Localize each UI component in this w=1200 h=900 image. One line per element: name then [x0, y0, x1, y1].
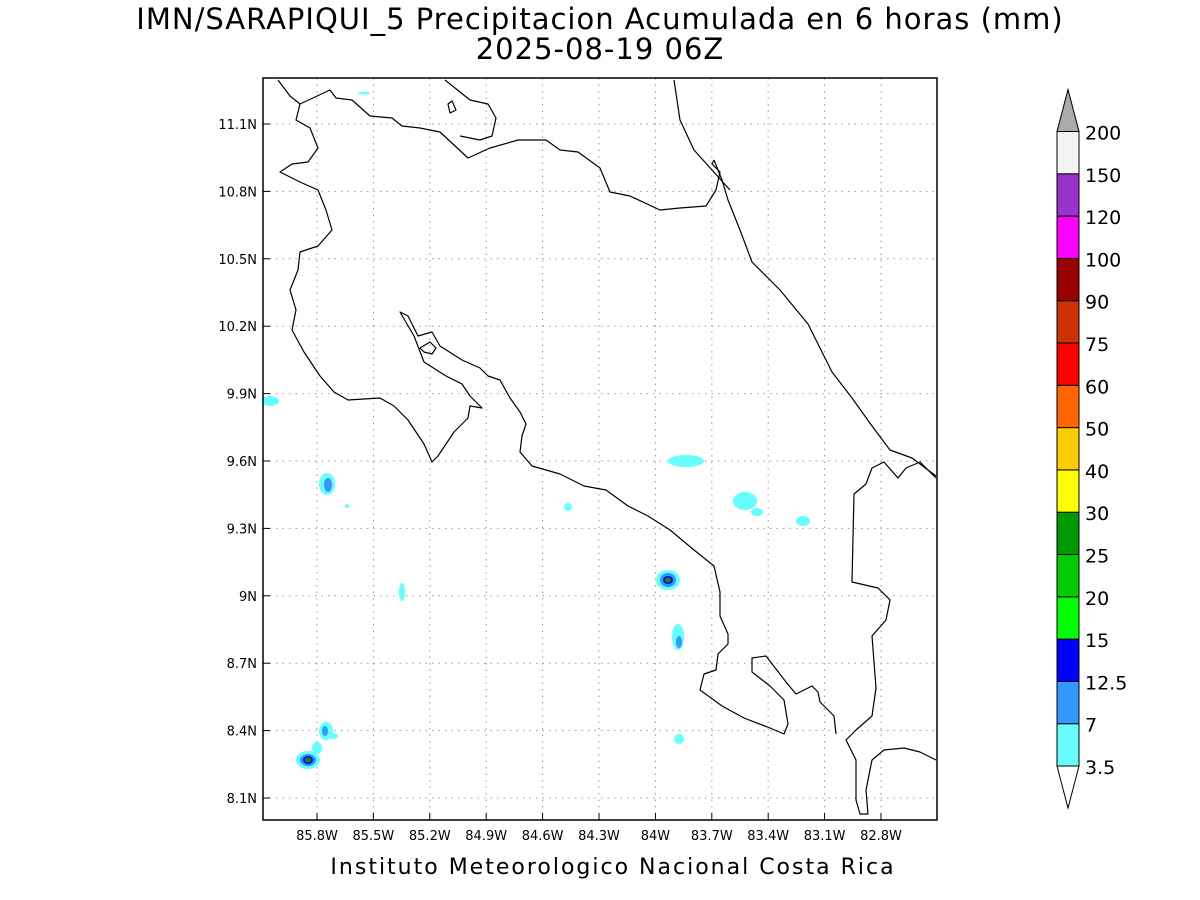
- colorbar-level-label: 200: [1085, 123, 1121, 145]
- lat-tick-label: 9N: [239, 590, 257, 605]
- coastline-borders: [277, 79, 937, 815]
- colorbar-swatch: [1056, 173, 1080, 217]
- colorbar-swatch: [1056, 257, 1080, 302]
- lon-tick-label: 83.1W: [804, 829, 846, 844]
- precip-area: [328, 733, 338, 739]
- lat-tick-label: 10.8N: [218, 185, 257, 200]
- colorbar-swatch: [1056, 554, 1080, 598]
- precip-area: [345, 504, 349, 508]
- precip-area: [358, 91, 370, 95]
- lon-tick-label: 83.7W: [691, 829, 733, 844]
- colorbar-swatch: [1056, 638, 1080, 682]
- pacific-coast: [279, 103, 837, 735]
- lon-tick-label: 83.4W: [747, 829, 789, 844]
- colorbar-swatch: [1056, 596, 1080, 640]
- precip-area: [796, 516, 810, 526]
- colorbar-swatch: [1056, 469, 1080, 513]
- lon-tick-label: 85.5W: [352, 829, 394, 844]
- colorbar-swatch: [1056, 342, 1080, 386]
- colorbar-level-label: 150: [1085, 165, 1121, 187]
- colorbar-level-label: 40: [1085, 461, 1109, 483]
- lat-tick-label: 8.1N: [227, 792, 257, 807]
- colorbar-level-label: 25: [1085, 546, 1109, 568]
- lat-tick-label: 9.6N: [227, 455, 257, 470]
- colorbar-level-label: 50: [1085, 419, 1109, 441]
- colorbar-level-label: 30: [1085, 503, 1109, 525]
- lake-nicaragua-shore: [444, 79, 497, 141]
- colorbar-upper-arrow: [1056, 87, 1080, 132]
- panama-border: [845, 461, 937, 815]
- precip-area: [674, 734, 684, 744]
- map-frame: [262, 77, 938, 821]
- lon-tick-label: 84.3W: [578, 829, 620, 844]
- chart-subtitle-date: 2025-08-19 06Z: [475, 32, 725, 66]
- lat-tick-label: 8.7N: [227, 657, 257, 672]
- precip-area: [399, 583, 405, 601]
- lake-island: [447, 100, 457, 114]
- colorbar-swatch: [1056, 300, 1080, 344]
- colorbar-swatch: [1056, 511, 1080, 556]
- colorbar-legend: 3.5 7 12.5 15 20 25 30 40 50 60 75 90 100 120 150 200: [1056, 87, 1127, 810]
- colorbar-swatch: [1056, 723, 1080, 767]
- map-axes: 11.1N 10.8N 10.5N 10.2N 9.9N 9.6N 9.3N 9N 8.7N 8.…: [218, 118, 902, 844]
- precip-area: [312, 742, 322, 754]
- chart-title: IMN/SARAPIQUI_5 Precipitacion Acumulada …: [136, 2, 1064, 36]
- colorbar-swatch: [1056, 384, 1080, 429]
- gulf-island: [419, 341, 437, 355]
- colorbar-swatch: [1056, 680, 1080, 725]
- colorbar-level-label: 15: [1085, 630, 1109, 652]
- lon-tick-label: 84.6W: [522, 829, 564, 844]
- colorbar-level-label: 60: [1085, 376, 1109, 398]
- precip-area: [564, 503, 572, 511]
- colorbar-level-label: 120: [1085, 207, 1121, 229]
- lat-tick-label: 9.3N: [227, 522, 257, 537]
- colorbar-lower-arrow: [1056, 765, 1080, 810]
- precip-area: [733, 492, 757, 510]
- colorbar-level-label: 75: [1085, 334, 1109, 356]
- lat-tick-label: 10.5N: [218, 253, 257, 268]
- colorbar-level-label: 12.5: [1085, 672, 1127, 694]
- lon-tick-label: 84W: [641, 829, 671, 844]
- colorbar-swatch: [1056, 131, 1080, 175]
- precip-area: [305, 757, 311, 763]
- precip-area: [751, 508, 763, 516]
- lon-tick-label: 85.8W: [296, 829, 338, 844]
- precip-area: [324, 478, 332, 492]
- precipitation-areas: [263, 91, 810, 769]
- lon-tick-label: 84.9W: [465, 829, 507, 844]
- lon-tick-label: 85.2W: [409, 829, 451, 844]
- colorbar-level-label: 20: [1085, 588, 1109, 610]
- precip-area: [668, 455, 704, 467]
- nicaragua-border-line: [277, 79, 721, 211]
- precip-area: [322, 726, 328, 736]
- lon-tick-label: 82.8W: [860, 829, 902, 844]
- colorbar-level-label: 90: [1085, 292, 1109, 314]
- precip-area: [665, 577, 671, 583]
- footer-credit: Instituto Meteorologico Nacional Costa R…: [330, 855, 896, 880]
- lat-tick-label: 10.2N: [218, 320, 257, 335]
- colorbar-level-label: 7: [1085, 715, 1097, 737]
- colorbar-level-label: 3.5: [1085, 757, 1115, 779]
- precip-area: [676, 636, 682, 648]
- colorbar-swatch: [1056, 427, 1080, 471]
- colorbar-swatch: [1056, 215, 1080, 259]
- nicaragua-coast-line: [673, 79, 731, 191]
- lat-tick-label: 9.9N: [227, 388, 257, 403]
- lat-tick-label: 11.1N: [218, 118, 257, 133]
- colorbar-level-label: 100: [1085, 249, 1121, 271]
- caribbean-coast: [713, 159, 937, 477]
- map-gridlines: [263, 78, 937, 820]
- lat-tick-label: 8.4N: [227, 725, 257, 740]
- precip-area: [263, 396, 279, 406]
